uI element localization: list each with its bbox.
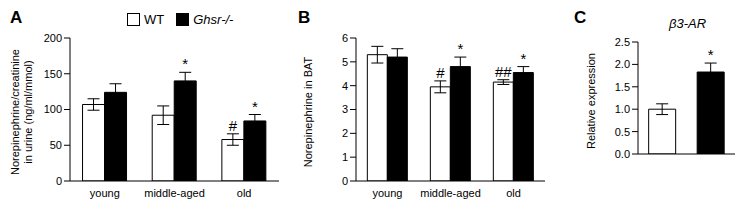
- svg-text:young: young: [90, 187, 120, 199]
- svg-text:150: 150: [44, 68, 62, 80]
- svg-text:0: 0: [56, 175, 62, 187]
- svg-text:1.5: 1.5: [615, 81, 630, 93]
- svg-text:1.0: 1.0: [615, 103, 630, 115]
- html-text:A: A: [10, 8, 23, 27]
- svg-text:1: 1: [342, 151, 348, 163]
- svg-text:old: old: [506, 187, 521, 199]
- svg-text:5: 5: [342, 56, 348, 68]
- svg-text:*: *: [520, 50, 526, 67]
- svg-text:200: 200: [44, 32, 62, 44]
- svg-text:3: 3: [342, 103, 348, 115]
- html-text:B: B: [298, 8, 311, 27]
- svg-text:0.0: 0.0: [615, 148, 630, 160]
- html-text:β3-AR: β3-AR: [669, 16, 706, 31]
- html-text:C: C: [574, 8, 587, 27]
- svg-text:##: ##: [495, 63, 512, 80]
- svg-text:50: 50: [50, 139, 62, 151]
- html-text:Norepinephrine in BAT: Norepinephrine in BAT: [301, 56, 314, 168]
- svg-text:0.5: 0.5: [615, 126, 630, 138]
- html-text:WT: WT: [144, 12, 165, 27]
- svg-text:young: young: [373, 187, 403, 199]
- svg-text:2: 2: [342, 127, 348, 139]
- html-text:Relative expression: Relative expression: [583, 52, 596, 149]
- svg-text:#: #: [436, 64, 445, 81]
- svg-text:100: 100: [44, 103, 62, 115]
- svg-text:2.0: 2.0: [615, 58, 630, 70]
- svg-text:0: 0: [342, 175, 348, 187]
- html-text:Ghsr-/-: Ghsr-/-: [193, 12, 234, 27]
- svg-text:middle-aged: middle-aged: [420, 187, 481, 199]
- html-text:Norepinephrine/creatinine: Norepinephrine/creatinine: [9, 49, 21, 175]
- svg-text:*: *: [457, 40, 463, 57]
- svg-text:*: *: [708, 46, 714, 63]
- html-text:in urine (ng/ml/mmol): in urine (ng/ml/mmol): [22, 60, 34, 164]
- svg-text:2.5: 2.5: [615, 36, 630, 48]
- svg-text:6: 6: [342, 32, 348, 44]
- svg-text:*: *: [252, 98, 258, 115]
- svg-text:#: #: [229, 117, 238, 134]
- svg-text:old: old: [237, 187, 252, 199]
- svg-text:middle-aged: middle-aged: [144, 187, 205, 199]
- svg-text:*: *: [182, 55, 188, 72]
- svg-text:4: 4: [342, 80, 348, 92]
